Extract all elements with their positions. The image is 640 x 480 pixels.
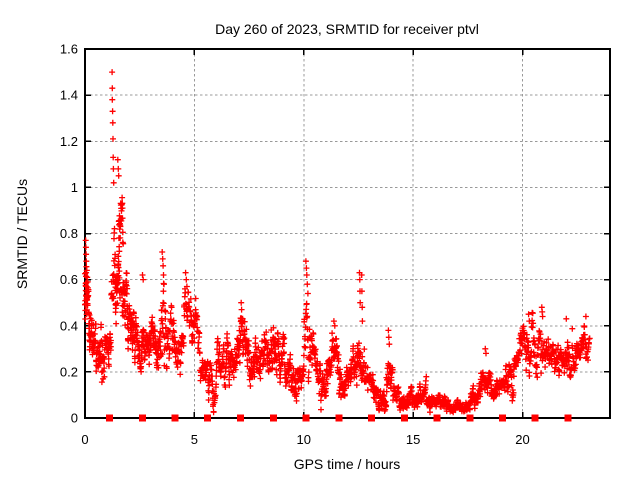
y-tick-label: 1.6 <box>60 42 78 57</box>
baseline-square-marker <box>499 414 507 422</box>
y-tick-label: 0.6 <box>60 272 78 287</box>
y-tick-label: 0.2 <box>60 364 78 379</box>
scatter-series <box>82 69 593 416</box>
baseline-square-marker <box>433 414 441 422</box>
y-tick-label: 1.2 <box>60 134 78 149</box>
x-tick-label: 10 <box>297 432 311 447</box>
baseline-square-marker <box>564 414 572 422</box>
baseline-square-marker <box>269 414 277 422</box>
srmtid-plus-markers <box>82 69 593 416</box>
baseline-square-marker <box>466 414 474 422</box>
x-tick-label: 20 <box>515 432 529 447</box>
y-tick-label: 0 <box>71 411 78 426</box>
y-tick-label: 0.4 <box>60 318 78 333</box>
baseline-square-marker <box>400 414 408 422</box>
tick-labels: 0 5 10 15 20 0 0.2 0.4 0.6 0.8 1 1.2 1.4 1.6 <box>60 42 530 448</box>
baseline-square-marker <box>335 414 343 422</box>
x-tick-label: 0 <box>81 432 88 447</box>
y-tick-label: 1.4 <box>60 88 78 103</box>
baseline-square-marker <box>531 414 539 422</box>
baseline-square-marker <box>106 414 113 422</box>
axis-ticks <box>84 48 610 419</box>
baseline-square-marker <box>237 414 244 422</box>
x-axis-label: GPS time / hours <box>294 456 401 472</box>
x-tick-label: 5 <box>191 432 198 447</box>
y-axis-label: SRMTID / TECUs <box>14 179 30 289</box>
baseline-square-marker <box>138 414 146 422</box>
baseline-square-marker <box>368 414 376 422</box>
y-tick-label: 0.8 <box>60 226 78 241</box>
y-tick-label: 1 <box>71 180 78 195</box>
baseline-marker-series <box>106 414 572 422</box>
x-tick-label: 15 <box>406 432 420 447</box>
baseline-square-marker <box>204 414 212 422</box>
baseline-square-marker <box>302 414 310 422</box>
chart-title: Day 260 of 2023, SRMTID for receiver ptv… <box>215 21 479 37</box>
baseline-square-marker <box>171 414 179 422</box>
